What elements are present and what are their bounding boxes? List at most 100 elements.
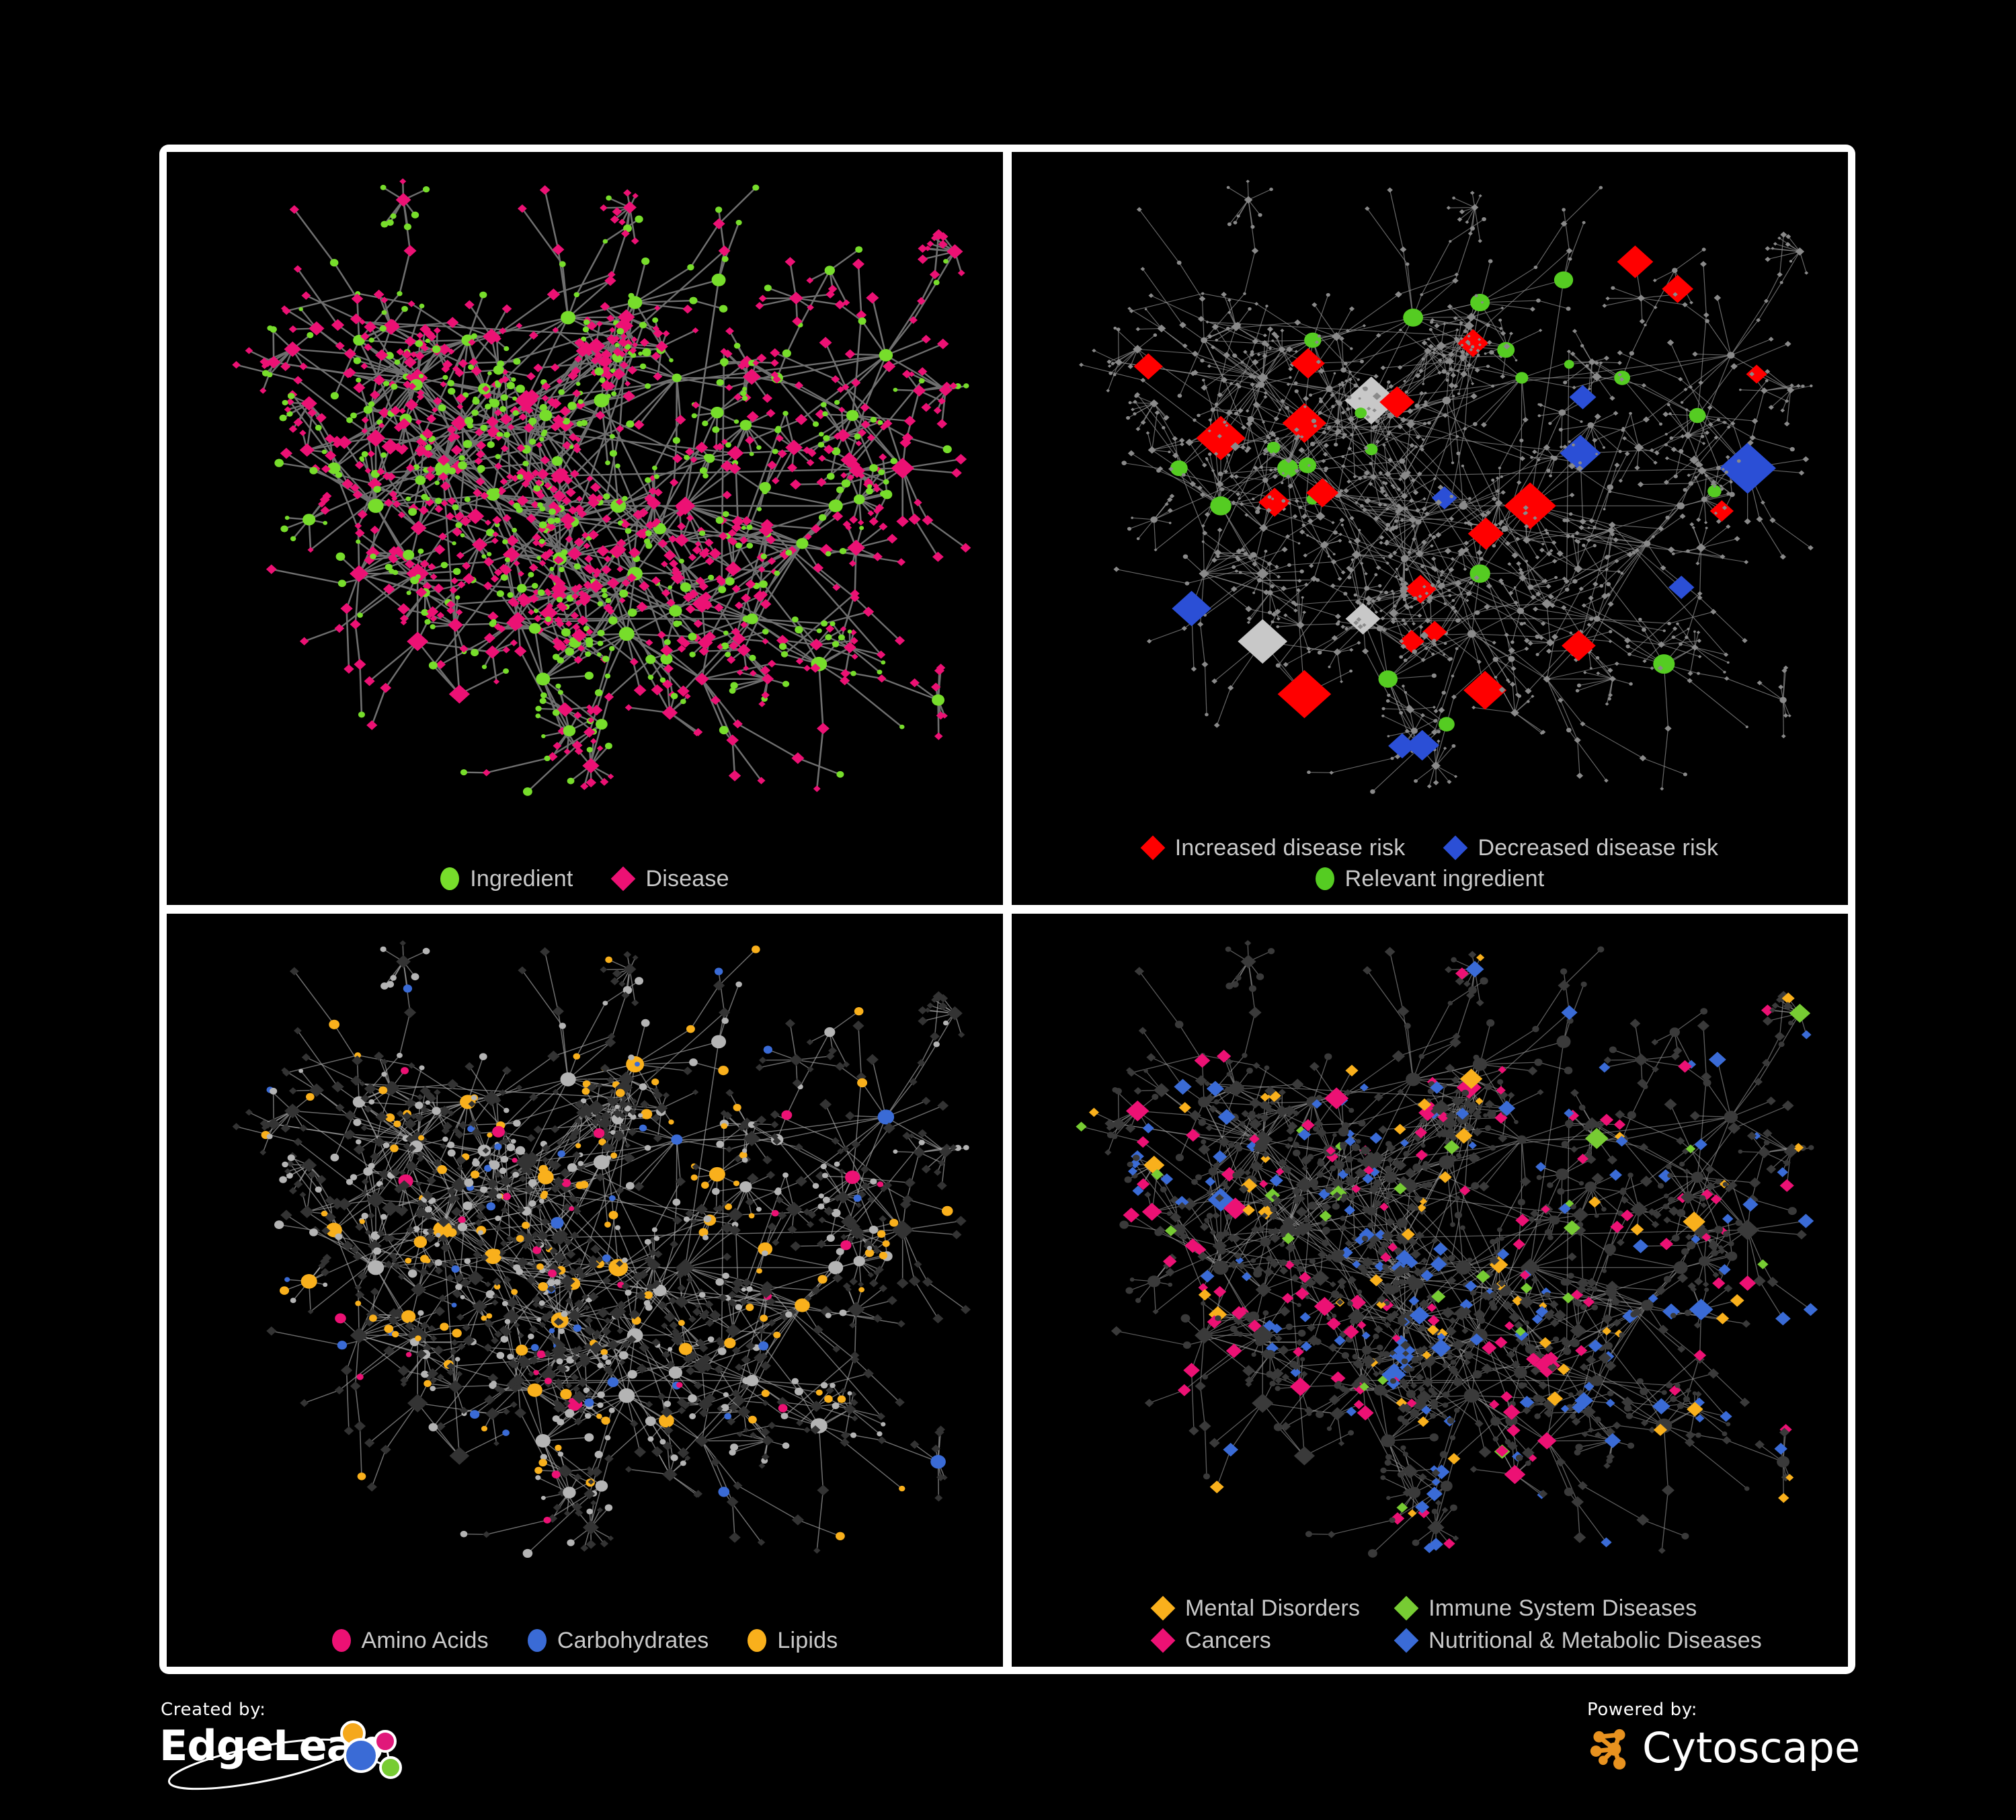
graph-node[interactable] — [742, 615, 750, 623]
graph-node[interactable] — [411, 973, 419, 981]
graph-node[interactable] — [455, 608, 463, 616]
legend-item-carbohydrates[interactable]: Carbohydrates — [527, 1629, 709, 1652]
graph-node[interactable] — [602, 239, 608, 244]
graph-node[interactable] — [1248, 307, 1252, 311]
graph-node[interactable] — [418, 1135, 425, 1141]
graph-node[interactable] — [540, 692, 547, 699]
graph-node[interactable] — [1450, 1222, 1455, 1227]
graph-node[interactable] — [1513, 1347, 1518, 1351]
graph-node[interactable] — [848, 560, 856, 567]
graph-node[interactable] — [1402, 598, 1407, 602]
graph-node[interactable] — [758, 524, 774, 537]
graph-node[interactable] — [1441, 1306, 1455, 1318]
graph-node[interactable] — [718, 586, 727, 594]
graph-node[interactable] — [1746, 364, 1767, 384]
graph-node[interactable] — [601, 588, 608, 593]
graph-node[interactable] — [1783, 421, 1790, 427]
graph-node[interactable] — [1334, 442, 1338, 447]
graph-node[interactable] — [489, 1160, 495, 1166]
graph-node[interactable] — [486, 1313, 493, 1319]
graph-node[interactable] — [932, 694, 945, 706]
graph-node[interactable] — [931, 1444, 941, 1453]
graph-node[interactable] — [553, 1317, 563, 1326]
graph-node[interactable] — [1211, 557, 1217, 563]
graph-node[interactable] — [565, 1409, 575, 1418]
graph-node[interactable] — [456, 1165, 464, 1172]
graph-node[interactable] — [1539, 547, 1545, 553]
graph-node[interactable] — [1250, 1258, 1256, 1263]
graph-node[interactable] — [572, 1502, 583, 1512]
graph-node[interactable] — [1276, 625, 1280, 629]
graph-node[interactable] — [593, 1334, 600, 1340]
graph-node[interactable] — [424, 450, 434, 459]
graph-node[interactable] — [1146, 639, 1152, 644]
graph-node[interactable] — [631, 237, 639, 245]
graph-node[interactable] — [462, 1335, 475, 1346]
graph-node[interactable] — [1201, 540, 1205, 543]
graph-node[interactable] — [1543, 1408, 1554, 1418]
graph-node[interactable] — [574, 355, 582, 363]
graph-node[interactable] — [630, 1114, 637, 1120]
graph-node[interactable] — [1725, 454, 1730, 459]
graph-node[interactable] — [1338, 1127, 1349, 1137]
graph-node[interactable] — [586, 707, 596, 715]
graph-node[interactable] — [1153, 333, 1158, 337]
graph-node[interactable] — [1547, 594, 1554, 600]
graph-node[interactable] — [1510, 666, 1517, 672]
graph-node[interactable] — [1229, 473, 1235, 479]
graph-node[interactable] — [622, 1152, 635, 1164]
graph-node[interactable] — [685, 604, 696, 614]
graph-node[interactable] — [1135, 1298, 1141, 1303]
graph-node[interactable] — [527, 1383, 542, 1397]
graph-node[interactable] — [1443, 746, 1447, 750]
graph-node[interactable] — [374, 1052, 385, 1061]
graph-node[interactable] — [425, 338, 430, 344]
graph-node[interactable] — [1246, 1067, 1254, 1074]
graph-node[interactable] — [464, 300, 475, 309]
graph-node[interactable] — [847, 1391, 852, 1396]
graph-node[interactable] — [1316, 512, 1326, 521]
graph-node[interactable] — [1136, 207, 1142, 212]
graph-node[interactable] — [937, 1100, 949, 1111]
graph-node[interactable] — [782, 1442, 790, 1450]
graph-node[interactable] — [536, 1350, 546, 1359]
graph-node[interactable] — [1448, 382, 1455, 389]
graph-node[interactable] — [1451, 461, 1455, 465]
graph-node[interactable] — [1438, 717, 1455, 731]
graph-node[interactable] — [1252, 338, 1259, 345]
graph-node[interactable] — [672, 1198, 681, 1206]
graph-node[interactable] — [616, 1328, 624, 1334]
graph-node[interactable] — [934, 1494, 943, 1502]
graph-node[interactable] — [1374, 610, 1379, 615]
graph-node[interactable] — [589, 1341, 604, 1355]
graph-node[interactable] — [1566, 533, 1571, 539]
graph-node[interactable] — [1459, 1105, 1465, 1109]
graph-node[interactable] — [503, 432, 510, 438]
graph-node[interactable] — [1379, 609, 1383, 612]
graph-node[interactable] — [1404, 506, 1408, 511]
graph-node[interactable] — [436, 471, 441, 476]
graph-node[interactable] — [1303, 582, 1309, 587]
graph-node[interactable] — [1113, 373, 1117, 377]
graph-node[interactable] — [1689, 522, 1695, 526]
graph-node[interactable] — [606, 1369, 614, 1377]
graph-node[interactable] — [1402, 621, 1408, 626]
graph-node[interactable] — [780, 651, 789, 658]
graph-node[interactable] — [1562, 630, 1596, 662]
graph-node[interactable] — [1289, 376, 1292, 379]
graph-node[interactable] — [280, 525, 288, 532]
graph-node[interactable] — [688, 633, 697, 641]
graph-node[interactable] — [506, 381, 515, 389]
graph-node[interactable] — [1689, 407, 1706, 424]
graph-node[interactable] — [1357, 1158, 1363, 1162]
graph-node[interactable] — [831, 1208, 841, 1218]
graph-node[interactable] — [1375, 440, 1380, 444]
graph-node[interactable] — [1592, 526, 1597, 529]
graph-node[interactable] — [635, 300, 640, 305]
graph-node[interactable] — [553, 1503, 562, 1511]
graph-node[interactable] — [1611, 286, 1615, 290]
graph-node[interactable] — [535, 705, 542, 712]
graph-node[interactable] — [448, 684, 471, 704]
graph-node[interactable] — [924, 1007, 931, 1013]
graph-node[interactable] — [839, 1309, 847, 1316]
